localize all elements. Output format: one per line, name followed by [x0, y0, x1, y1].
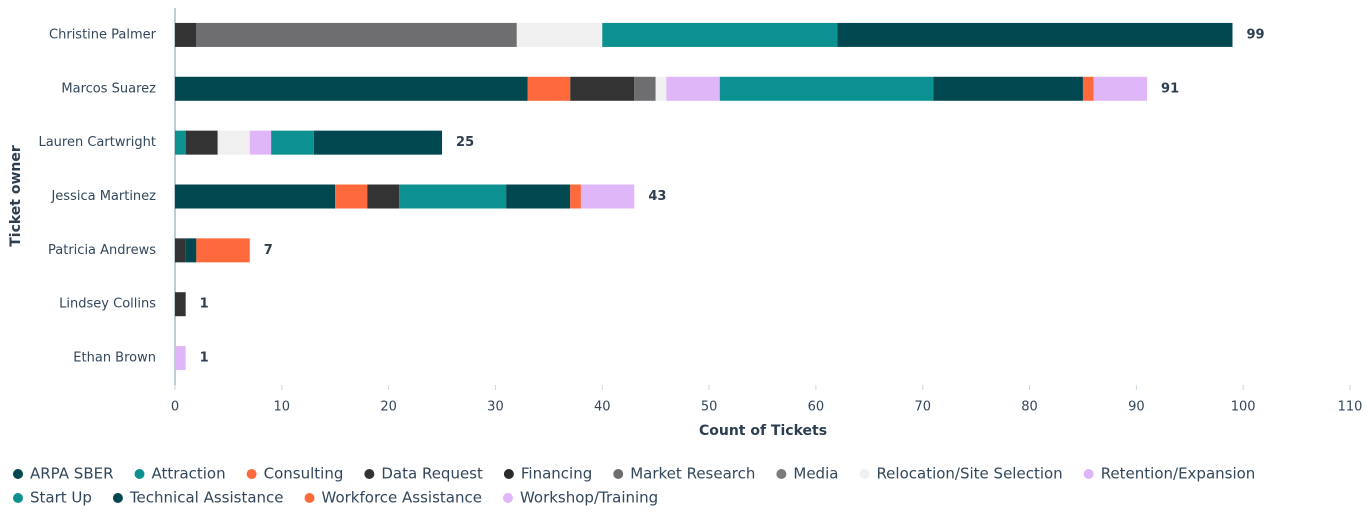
legend-marker [859, 469, 870, 479]
bar-segment [175, 184, 336, 209]
bar-segment [335, 184, 368, 209]
legend-label: Technical Assistance [129, 489, 284, 507]
x-tick-label: 70 [914, 400, 931, 415]
x-tick-label: 20 [380, 400, 397, 415]
x-tick-label: 100 [1231, 400, 1256, 415]
total-label: 91 [1161, 81, 1179, 96]
total-label: 99 [1247, 27, 1265, 42]
bar-segment [175, 130, 186, 155]
x-tick-label: 30 [487, 400, 504, 415]
x-tick-label: 110 [1338, 400, 1363, 415]
bar-segment [175, 238, 186, 263]
bar-segment [516, 22, 603, 47]
legend-label: ARPA SBER [30, 465, 114, 483]
bar-segment [175, 292, 186, 317]
y-tick-label: Jessica Martinez [50, 189, 156, 204]
bar-segment [249, 130, 272, 155]
x-axis-label: Count of Tickets [699, 423, 827, 439]
legend-marker [304, 493, 315, 503]
legend-marker [502, 493, 513, 503]
x-tick-label: 40 [594, 400, 611, 415]
y-tick-label: Lauren Cartwright [38, 135, 156, 150]
bar-segment [1093, 76, 1148, 101]
legend-marker [13, 469, 23, 479]
y-tick-label: Patricia Andrews [48, 243, 156, 258]
bar-segment [196, 22, 517, 47]
legend-label: Consulting [264, 465, 344, 483]
x-tick-label: 90 [1128, 400, 1145, 415]
bar-segment [655, 76, 667, 101]
bar-segment [933, 76, 1083, 101]
bar-segment [196, 238, 250, 263]
bar-segment [175, 346, 186, 371]
total-label: 43 [648, 189, 666, 204]
bar-segment [634, 76, 656, 101]
legend-label: Data Request [381, 465, 483, 483]
total-label: 1 [200, 297, 209, 312]
legend-marker [364, 469, 375, 479]
bar-segment [719, 76, 934, 101]
bar-segment [506, 184, 571, 209]
y-tick-label: Christine Palmer [49, 27, 157, 42]
legend-marker [1083, 469, 1094, 479]
bar-segment [367, 184, 400, 209]
legend-marker [13, 493, 23, 503]
legend-label: Relocation/Site Selection [876, 465, 1062, 483]
y-tick-label: Lindsey Collins [59, 297, 156, 312]
y-axis-label: Ticket owner [8, 145, 24, 247]
x-tick-label: 60 [808, 400, 825, 415]
bar-segment [313, 130, 443, 155]
bar-segment [185, 238, 197, 263]
legend-label: Media [793, 465, 838, 483]
bar-segment [580, 184, 635, 209]
legend-marker [613, 469, 624, 479]
legend-marker [134, 469, 145, 479]
legend-marker [246, 469, 257, 479]
bar-segment [602, 22, 838, 47]
legend-label: Financing [521, 465, 592, 483]
legend-marker [112, 493, 123, 503]
bar-segment [399, 184, 507, 209]
total-label: 25 [456, 135, 474, 150]
bar-segment [570, 76, 635, 101]
bar-segment [837, 22, 1233, 47]
y-tick-label: Ethan Brown [73, 351, 156, 366]
legend-label: Retention/Expansion [1101, 465, 1256, 483]
legend-label: Start Up [30, 489, 92, 507]
legend-marker [776, 469, 787, 479]
bar-segment [271, 130, 314, 155]
legend-label: Workshop/Training [520, 489, 658, 507]
legend-marker [503, 469, 514, 479]
bar-segment [175, 76, 528, 101]
bar-segment [185, 130, 218, 155]
legend-label: Market Research [630, 465, 755, 483]
x-tick-label: 0 [171, 400, 179, 415]
legend-label: Workforce Assistance [322, 489, 482, 507]
bar-segment [570, 184, 581, 209]
bar-segment [175, 22, 197, 47]
bar-segment [217, 130, 250, 155]
total-label: 7 [264, 243, 273, 258]
bar-segment [666, 76, 720, 101]
legend-label: Attraction [152, 465, 226, 483]
bar-segment [1082, 76, 1094, 101]
x-tick-label: 50 [701, 400, 718, 415]
bar-segment [527, 76, 571, 101]
total-label: 1 [200, 351, 209, 366]
x-tick-label: 80 [1021, 400, 1038, 415]
y-tick-label: Marcos Suarez [61, 81, 156, 96]
x-tick-label: 10 [274, 400, 291, 415]
